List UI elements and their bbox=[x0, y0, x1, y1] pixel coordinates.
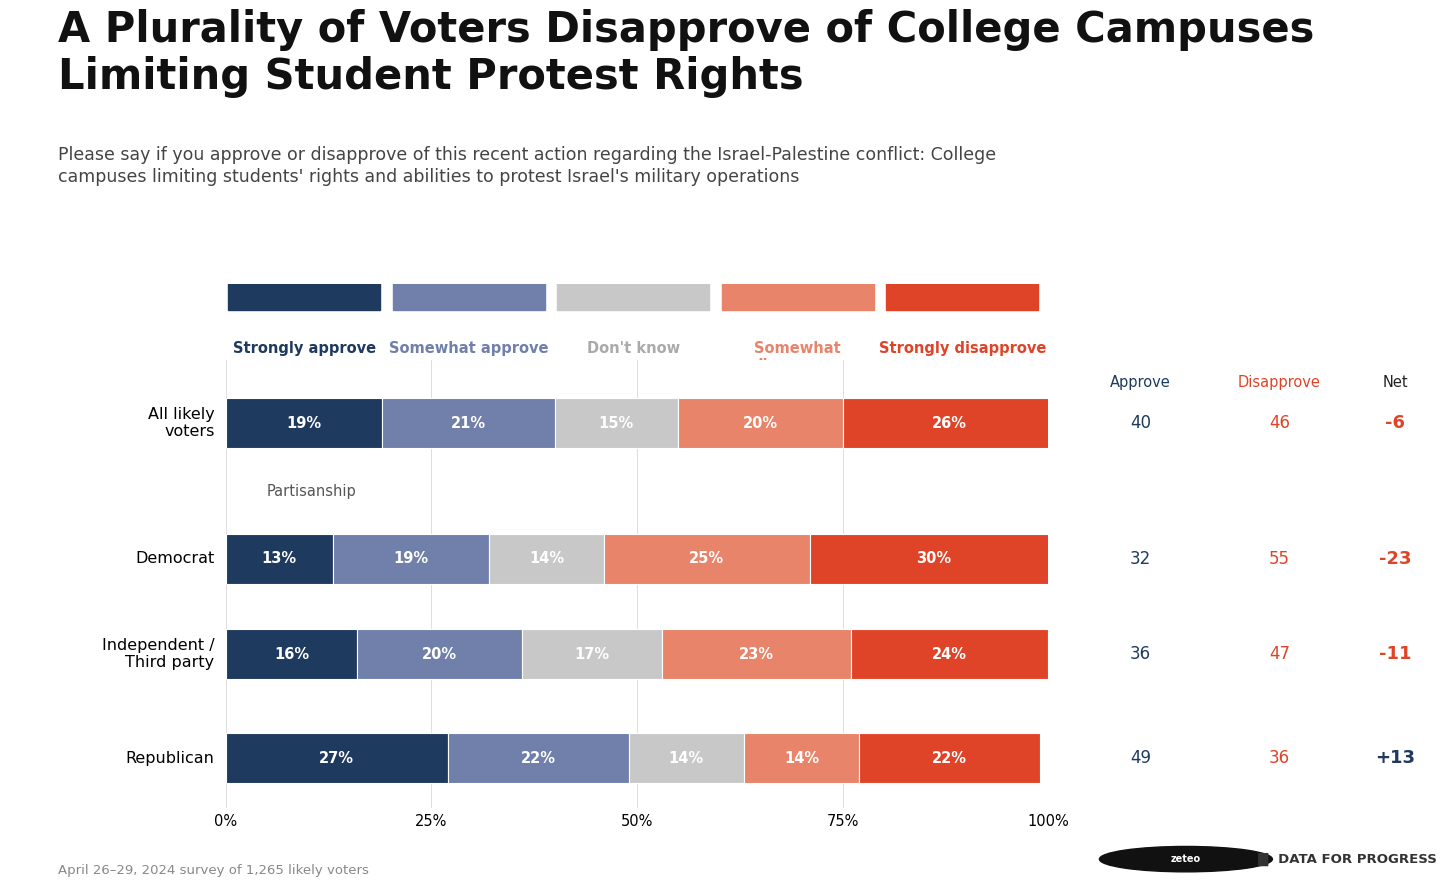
Bar bbox=[229, 261, 380, 310]
Text: -23: -23 bbox=[1379, 550, 1411, 568]
Bar bbox=[393, 261, 545, 310]
Text: 21%: 21% bbox=[451, 416, 486, 431]
Text: Somewhat approve: Somewhat approve bbox=[389, 341, 549, 356]
Text: 40: 40 bbox=[1130, 414, 1152, 432]
Bar bbox=[722, 261, 874, 310]
Text: Somewhat
disapprove: Somewhat disapprove bbox=[751, 341, 844, 373]
Bar bbox=[810, 534, 1057, 584]
Bar bbox=[489, 534, 604, 584]
Text: A Plurality of Voters Disapprove of College Campuses
Limiting Student Protest Ri: A Plurality of Voters Disapprove of Coll… bbox=[58, 9, 1315, 98]
Text: 20%: 20% bbox=[422, 646, 457, 662]
Bar bbox=[332, 534, 489, 584]
Text: 25%: 25% bbox=[689, 551, 725, 567]
Text: 27%: 27% bbox=[319, 750, 354, 765]
Text: 36: 36 bbox=[1130, 645, 1152, 663]
Text: 49: 49 bbox=[1130, 749, 1152, 767]
Bar bbox=[226, 630, 357, 679]
Text: April 26–29, 2024 survey of 1,265 likely voters: April 26–29, 2024 survey of 1,265 likely… bbox=[58, 864, 370, 877]
Bar bbox=[843, 398, 1057, 448]
Text: 55: 55 bbox=[1268, 550, 1290, 568]
Text: -11: -11 bbox=[1379, 645, 1411, 663]
Text: 30%: 30% bbox=[916, 551, 951, 567]
Bar bbox=[887, 261, 1038, 310]
Text: Strongly approve: Strongly approve bbox=[233, 341, 376, 356]
Text: 46: 46 bbox=[1268, 414, 1290, 432]
Circle shape bbox=[1099, 846, 1273, 872]
Text: 22%: 22% bbox=[932, 750, 967, 765]
Text: 19%: 19% bbox=[393, 551, 428, 567]
Bar bbox=[381, 398, 555, 448]
Text: +13: +13 bbox=[1374, 749, 1415, 767]
Bar bbox=[661, 630, 850, 679]
Text: 26%: 26% bbox=[932, 416, 967, 431]
Text: ▐▌ DATA FOR PROGRESS: ▐▌ DATA FOR PROGRESS bbox=[1252, 852, 1437, 866]
Bar bbox=[604, 534, 810, 584]
Bar bbox=[558, 261, 709, 310]
Text: -6: -6 bbox=[1385, 414, 1405, 432]
Bar bbox=[226, 398, 381, 448]
Text: 36: 36 bbox=[1268, 749, 1290, 767]
Bar bbox=[357, 630, 521, 679]
Text: Strongly disapprove: Strongly disapprove bbox=[878, 341, 1045, 356]
Text: 17%: 17% bbox=[574, 646, 609, 662]
Text: 32: 32 bbox=[1130, 550, 1152, 568]
Text: Don't know: Don't know bbox=[587, 341, 680, 356]
Text: 22%: 22% bbox=[521, 750, 556, 765]
Text: 23%: 23% bbox=[738, 646, 773, 662]
Text: 16%: 16% bbox=[274, 646, 309, 662]
Bar bbox=[850, 630, 1048, 679]
Text: Please say if you approve or disapprove of this recent action regarding the Isra: Please say if you approve or disapprove … bbox=[58, 146, 996, 186]
Text: 20%: 20% bbox=[743, 416, 778, 431]
Text: 47: 47 bbox=[1268, 645, 1290, 663]
Bar bbox=[226, 534, 332, 584]
Text: Disapprove: Disapprove bbox=[1238, 375, 1321, 390]
Text: Net: Net bbox=[1382, 375, 1408, 390]
Text: Partisanship: Partisanship bbox=[266, 483, 357, 498]
Text: 19%: 19% bbox=[287, 416, 322, 431]
Bar bbox=[744, 733, 859, 783]
Bar bbox=[521, 630, 661, 679]
Bar bbox=[678, 398, 843, 448]
Text: 14%: 14% bbox=[668, 750, 703, 765]
Text: 14%: 14% bbox=[529, 551, 563, 567]
Bar bbox=[859, 733, 1040, 783]
Bar bbox=[629, 733, 744, 783]
Text: 15%: 15% bbox=[598, 416, 633, 431]
Text: 24%: 24% bbox=[932, 646, 967, 662]
Text: Approve: Approve bbox=[1109, 375, 1171, 390]
Text: 13%: 13% bbox=[262, 551, 297, 567]
Bar bbox=[226, 733, 448, 783]
Bar bbox=[555, 398, 678, 448]
Text: 14%: 14% bbox=[783, 750, 820, 765]
Text: zeteo: zeteo bbox=[1171, 854, 1201, 864]
Bar bbox=[448, 733, 629, 783]
